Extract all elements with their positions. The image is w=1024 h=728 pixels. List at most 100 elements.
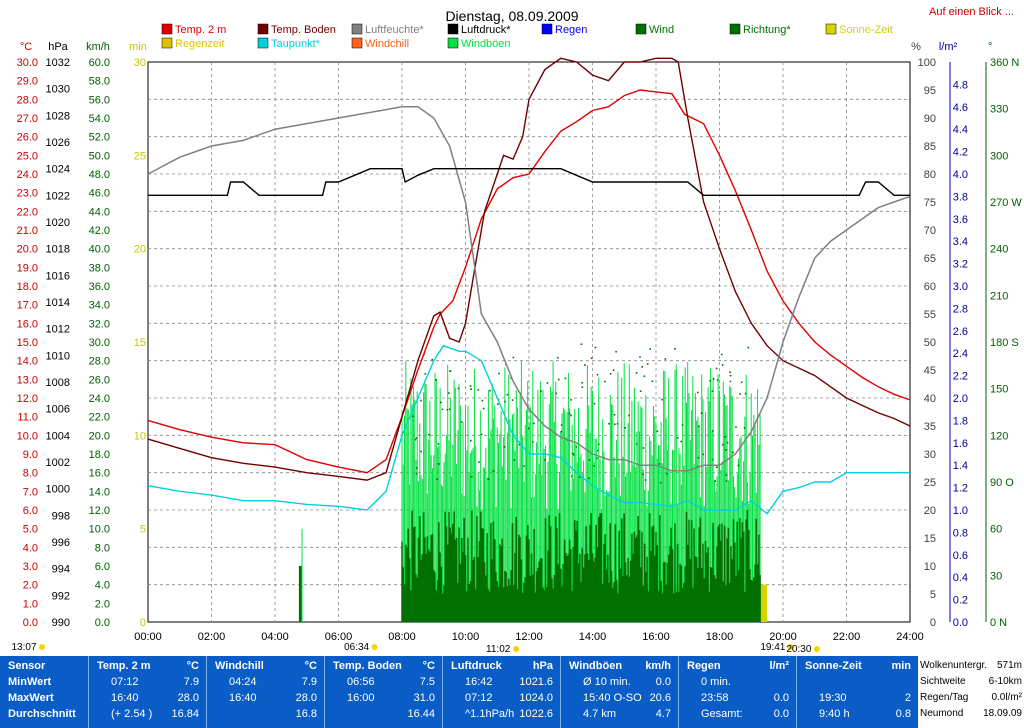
left-axis-tick: 34.0 <box>89 300 110 312</box>
wind-direction-dot <box>449 370 451 372</box>
sun-icon <box>371 644 378 650</box>
wind-direction-dot <box>714 480 716 482</box>
stats-label: 16:40 <box>111 692 139 704</box>
left-axis-tick: 15 <box>134 337 146 349</box>
left-axis-tick: 2.0 <box>95 598 110 610</box>
right-axis-tick: 10 <box>924 561 936 573</box>
right-axis-tick: 300 <box>990 150 1008 162</box>
left-axis-tick: 19.0 <box>17 262 38 274</box>
stats-label: Gesamt: <box>701 708 743 720</box>
right-axis-tick: 95 <box>924 85 936 97</box>
right-axis-tick: 120 <box>990 430 1008 442</box>
stats-label: 06:56 <box>347 676 375 688</box>
extra-value: 571m <box>996 660 1022 671</box>
left-axis-tick: 1008 <box>46 377 70 389</box>
wind-direction-dot <box>660 481 662 484</box>
wind-direction-dot <box>614 423 616 426</box>
left-axis-tick: 38.0 <box>89 262 110 274</box>
wind-direction-dot <box>533 422 535 425</box>
stats-label: MinWert <box>8 676 52 688</box>
left-axis-tick: 16.0 <box>89 468 110 480</box>
wind-direction-dot <box>729 380 732 383</box>
left-axis-tick: 5 <box>140 524 146 536</box>
wind-direction-dot <box>511 399 514 401</box>
left-axis-tick: 5.0 <box>23 524 38 536</box>
right-axis-tick: 360 N <box>990 57 1019 69</box>
legend-label: Temp. 2 m <box>175 24 226 36</box>
stats-value: 28.0 <box>295 692 317 704</box>
wind-direction-dot <box>424 373 427 375</box>
wind-direction-dot <box>712 378 715 380</box>
wind-direction-dot <box>725 480 728 482</box>
stats-label: Luftdruck <box>451 660 502 672</box>
wind-direction-dot <box>437 443 440 445</box>
legend-label: Windböen <box>461 38 511 50</box>
x-axis-tick: 18:00 <box>706 631 734 643</box>
wind-direction-dot <box>658 463 661 465</box>
right-axis-tick: 60 <box>924 281 936 293</box>
wind-direction-dot <box>594 346 597 349</box>
wind-direction-dot <box>492 470 495 472</box>
left-axis-tick: 36.0 <box>89 281 110 293</box>
wind-direction-dot <box>700 412 703 414</box>
wind-direction-dot <box>642 447 645 449</box>
left-axis-tick: 22.0 <box>17 206 38 218</box>
x-axis-tick: 06:00 <box>325 631 353 643</box>
series-line-temp-boden <box>147 57 911 481</box>
sun-marker-label: 11:02 <box>486 644 511 655</box>
right-axis-tick: 2.0 <box>953 393 968 405</box>
wind-direction-dot <box>570 414 572 417</box>
wind-direction-dot <box>578 476 581 478</box>
x-axis-tick: 12:00 <box>515 631 543 643</box>
right-axis-tick: 240 <box>990 244 1008 256</box>
stats-value: °C <box>186 660 199 672</box>
legend-swatch <box>351 23 363 35</box>
wind-direction-dot <box>593 465 595 467</box>
wind-direction-dot <box>414 438 417 441</box>
left-axis-tick: 24.0 <box>17 169 38 181</box>
left-axis-tick: 30.0 <box>17 57 38 69</box>
left-axis-tick: 6.0 <box>23 505 38 517</box>
wind-direction-dot <box>503 446 506 448</box>
x-axis-tick: 22:00 <box>833 631 861 643</box>
left-axis-tick: 20.0 <box>17 244 38 256</box>
stats-section: Sensor MinWert MaxWert Durchschnitt <box>0 656 88 728</box>
right-axis-tick: 30 <box>990 570 1002 582</box>
left-axis-tick: 994 <box>52 564 70 576</box>
right-axis-tick: 40 <box>924 393 936 405</box>
wind-direction-dot <box>651 380 654 383</box>
wind-direction-dot <box>482 407 485 410</box>
left-axis-tick: 1020 <box>46 217 70 229</box>
wind-direction-dot <box>642 473 644 476</box>
right-axis-tick: 4.6 <box>953 102 968 114</box>
legend-swatch <box>161 23 173 35</box>
stats-section: Temp. 2 m °C 07:12 7.9 16:40 28.0 (+ 2.54 ) 16.… <box>88 656 207 728</box>
left-axis-tick: 26.0 <box>17 132 38 144</box>
x-axis-tick: 24:00 <box>896 631 924 643</box>
wind-direction-dot <box>428 433 430 436</box>
stats-label: Temp. Boden <box>333 660 402 672</box>
stats-section: Regen l/m² 0 min. 23:58 0.0 Gesamt: 0.0 <box>678 656 797 728</box>
wind-direction-dot <box>518 443 521 446</box>
wind-direction-dot <box>646 363 649 365</box>
stats-label: 16:42 <box>465 676 493 688</box>
wind-direction-dot <box>635 443 638 445</box>
stats-label: 23:58 <box>701 692 729 704</box>
right-axis-tick: 3.6 <box>953 214 968 226</box>
right-axis-tick: 50 <box>924 337 936 349</box>
left-axis-tick: 990 <box>52 617 70 629</box>
left-axis-tick: 40.0 <box>89 244 110 256</box>
right-axis-tick: 4.4 <box>953 124 968 136</box>
right-axis-tick: 1.0 <box>953 505 968 517</box>
wind-direction-dot <box>581 382 583 384</box>
right-axis-tick: 210 <box>990 290 1008 302</box>
stats-value: 31.0 <box>413 692 435 704</box>
right-axis-tick: 100 <box>918 57 936 69</box>
wind-direction-dot <box>440 401 442 404</box>
left-axis-tick: 1012 <box>46 324 70 336</box>
right-axis-tick: 270 W <box>990 197 1022 209</box>
x-axis-tick: 14:00 <box>579 631 607 643</box>
top-right-link: Auf einen Blick ... <box>929 6 1014 18</box>
wind-direction-dot <box>448 408 451 411</box>
left-axis-tick: 1016 <box>46 270 70 282</box>
